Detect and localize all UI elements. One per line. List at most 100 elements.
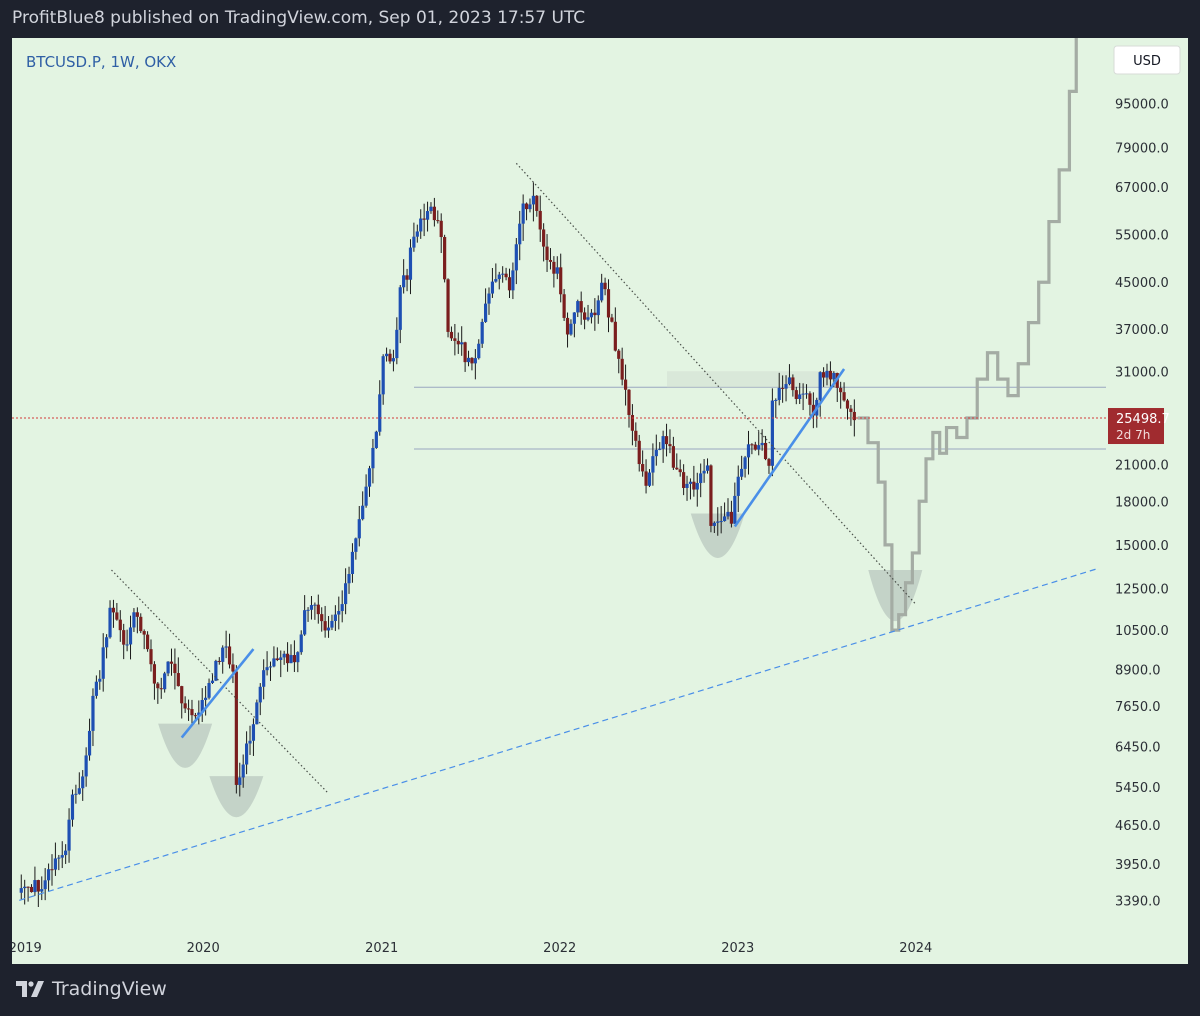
candle-down xyxy=(535,195,539,211)
publisher-line: ProfitBlue8 published on TradingView.com… xyxy=(12,8,586,28)
candle-down xyxy=(422,218,426,220)
candle-down xyxy=(671,446,675,468)
candle-down xyxy=(583,312,587,320)
candle-down xyxy=(118,619,122,631)
candle-up xyxy=(501,273,505,275)
candle-up xyxy=(57,857,61,859)
blue-trendline xyxy=(733,368,846,528)
candle-down xyxy=(190,709,194,716)
candle-up xyxy=(596,300,600,316)
candle-down xyxy=(623,379,628,390)
candle-up xyxy=(84,755,88,777)
candle-up xyxy=(367,468,372,487)
candle-up xyxy=(419,218,423,232)
candle-up xyxy=(661,436,665,449)
candle-up xyxy=(344,583,348,605)
price-badge xyxy=(1108,408,1164,445)
candle-down xyxy=(111,607,116,613)
candle-down xyxy=(149,649,153,665)
candle-down xyxy=(637,440,641,465)
tradingview-footer[interactable]: TradingView xyxy=(16,978,167,1000)
candle-down xyxy=(811,404,815,416)
candle-up xyxy=(378,394,382,432)
candle-up xyxy=(483,303,488,322)
cup-bowls xyxy=(158,513,923,818)
btc-weekly-chart[interactable]: 3390.0 3950.0 4650.0 5450.0 6450.0 7650.0 8900… xyxy=(12,38,1188,964)
time-tick-label: 2023 xyxy=(721,941,754,956)
candle-up xyxy=(371,447,375,469)
candle-down xyxy=(613,321,617,351)
candle-down xyxy=(115,612,119,620)
candle-up xyxy=(67,819,71,851)
candle-up xyxy=(340,604,344,612)
candle-up xyxy=(777,387,781,400)
candle-up xyxy=(511,270,515,291)
candle-up xyxy=(347,573,351,584)
candle-up xyxy=(712,522,716,526)
candle-up xyxy=(818,372,822,400)
candle-up xyxy=(521,203,525,224)
price-axis[interactable]: 3390.0 3950.0 4650.0 5450.0 6450.0 7650.0 8900… xyxy=(1108,98,1170,910)
candle-up xyxy=(255,702,259,725)
candle-up xyxy=(398,287,402,330)
candle-up xyxy=(238,777,242,785)
time-axis[interactable]: 2019 2020 2021 2022 2023 2024 xyxy=(12,941,932,956)
candle-up xyxy=(303,610,307,635)
candle-down xyxy=(610,317,614,322)
candle-down xyxy=(845,400,850,409)
candle-up xyxy=(282,653,286,658)
candle-down xyxy=(692,481,696,490)
candle-up xyxy=(105,637,109,648)
price-tick-label: 45000.0 xyxy=(1115,276,1169,291)
candle-down xyxy=(839,387,843,393)
candle-down xyxy=(405,275,409,280)
plot-background xyxy=(12,38,1188,964)
candle-up xyxy=(224,646,228,648)
candle-down xyxy=(606,289,611,318)
candle-up xyxy=(466,357,471,363)
candle-down xyxy=(644,471,648,486)
candle-down xyxy=(641,464,645,472)
candle-up xyxy=(647,472,652,486)
candle-down xyxy=(678,469,682,473)
candle-up xyxy=(402,275,406,288)
candle-up xyxy=(326,627,331,631)
candle-up xyxy=(296,652,300,663)
candle-down xyxy=(285,653,290,664)
candle-up xyxy=(306,609,310,611)
candle-down xyxy=(603,282,607,290)
candle-down xyxy=(565,317,570,335)
price-tick-label: 10500.0 xyxy=(1115,624,1169,639)
candle-up xyxy=(722,516,727,522)
candle-up xyxy=(357,519,361,539)
candle-down xyxy=(849,408,853,412)
candle-down xyxy=(193,715,197,717)
candle-up xyxy=(651,456,655,473)
candle-down xyxy=(664,436,669,445)
candle-up xyxy=(429,206,433,212)
candle-up xyxy=(258,686,262,703)
candle-up xyxy=(94,681,98,696)
candle-up xyxy=(733,495,737,524)
candle-up xyxy=(265,667,269,671)
candle-up xyxy=(197,712,201,716)
price-tick-label: 18000.0 xyxy=(1115,495,1169,510)
candle-up xyxy=(74,793,78,795)
candle-down xyxy=(227,646,232,665)
candle-up xyxy=(204,697,208,701)
time-tick-label: 2022 xyxy=(543,941,576,956)
candle-down xyxy=(142,631,146,635)
price-tick-label: 55000.0 xyxy=(1115,228,1169,243)
candle-up xyxy=(736,476,740,496)
candle-down xyxy=(446,279,450,332)
candle-down xyxy=(432,206,436,221)
candle-down xyxy=(562,294,566,318)
candle-up xyxy=(361,505,365,520)
currency-button[interactable]: USD xyxy=(1113,45,1181,75)
candle-down xyxy=(139,616,143,632)
candle-down xyxy=(463,342,467,363)
candle-down xyxy=(50,869,54,871)
candle-up xyxy=(531,195,535,205)
tradingview-brand: TradingView xyxy=(52,978,167,1000)
candle-down xyxy=(135,612,139,617)
